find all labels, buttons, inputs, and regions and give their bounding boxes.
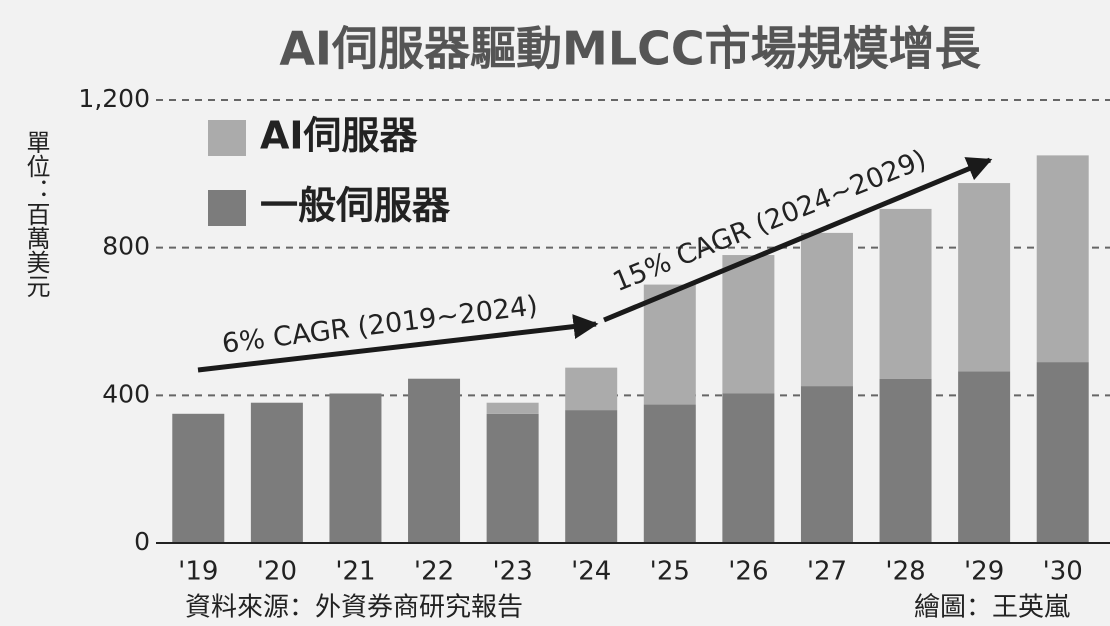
y-tick-label: 0 bbox=[134, 527, 150, 556]
bar-segment bbox=[643, 404, 696, 543]
credit: 繪圖：王英嵐 bbox=[914, 593, 1070, 623]
bar-segment bbox=[958, 183, 1011, 372]
x-tick-label: '25 bbox=[650, 557, 690, 587]
x-tick-label: '21 bbox=[335, 557, 375, 587]
chart-title: AI伺服器驅動MLCC市場規模增長 bbox=[279, 22, 981, 76]
plot: 0 400 800 1,200 '19 '20 '21 '22 '23 '24 '25 '26 '27 '… bbox=[78, 84, 1110, 587]
bar-segment bbox=[486, 413, 539, 543]
legend-label: AI伺服器 bbox=[260, 114, 419, 158]
x-tick-label: '23 bbox=[493, 557, 533, 587]
y-axis-label: 單位：百萬美元 bbox=[22, 130, 50, 298]
bar-segment bbox=[879, 208, 932, 379]
bar-segment bbox=[722, 393, 775, 543]
bar-segment bbox=[172, 413, 225, 543]
bar-segment bbox=[565, 367, 618, 411]
bar-segment bbox=[800, 232, 853, 387]
legend-swatch bbox=[208, 190, 246, 226]
bar-segment bbox=[879, 378, 932, 543]
bar-segment bbox=[722, 255, 775, 394]
bar-segment bbox=[958, 371, 1011, 543]
x-tick-label: '20 bbox=[257, 557, 297, 587]
legend-label: 一般伺服器 bbox=[260, 184, 451, 228]
bar-segment bbox=[329, 393, 382, 543]
bar-segment bbox=[1036, 362, 1089, 543]
x-tick-label: '27 bbox=[807, 557, 847, 587]
bar-segment bbox=[250, 402, 303, 543]
bar-segment bbox=[408, 378, 461, 543]
source: 資料來源：外資券商研究報告 bbox=[185, 593, 523, 623]
x-tick-label: '28 bbox=[885, 557, 925, 587]
x-tick-label: '26 bbox=[728, 557, 768, 587]
x-tick-label: '19 bbox=[178, 557, 218, 587]
bar-segment bbox=[800, 386, 853, 543]
bar-segment bbox=[643, 284, 696, 405]
y-tick-label: 1,200 bbox=[78, 84, 150, 113]
bar-segment bbox=[486, 402, 539, 414]
x-tick-label: '22 bbox=[414, 557, 454, 587]
x-tick-label: '29 bbox=[964, 557, 1004, 587]
y-tick-label: 800 bbox=[102, 232, 150, 261]
bar-segment bbox=[1036, 155, 1089, 363]
arrow bbox=[603, 157, 993, 323]
bar-segment bbox=[565, 410, 618, 543]
x-tick-label: '24 bbox=[571, 557, 611, 587]
x-tick-label: '30 bbox=[1043, 557, 1083, 587]
y-tick-label: 400 bbox=[102, 379, 150, 408]
arrow bbox=[197, 314, 599, 373]
legend-swatch bbox=[208, 120, 246, 156]
